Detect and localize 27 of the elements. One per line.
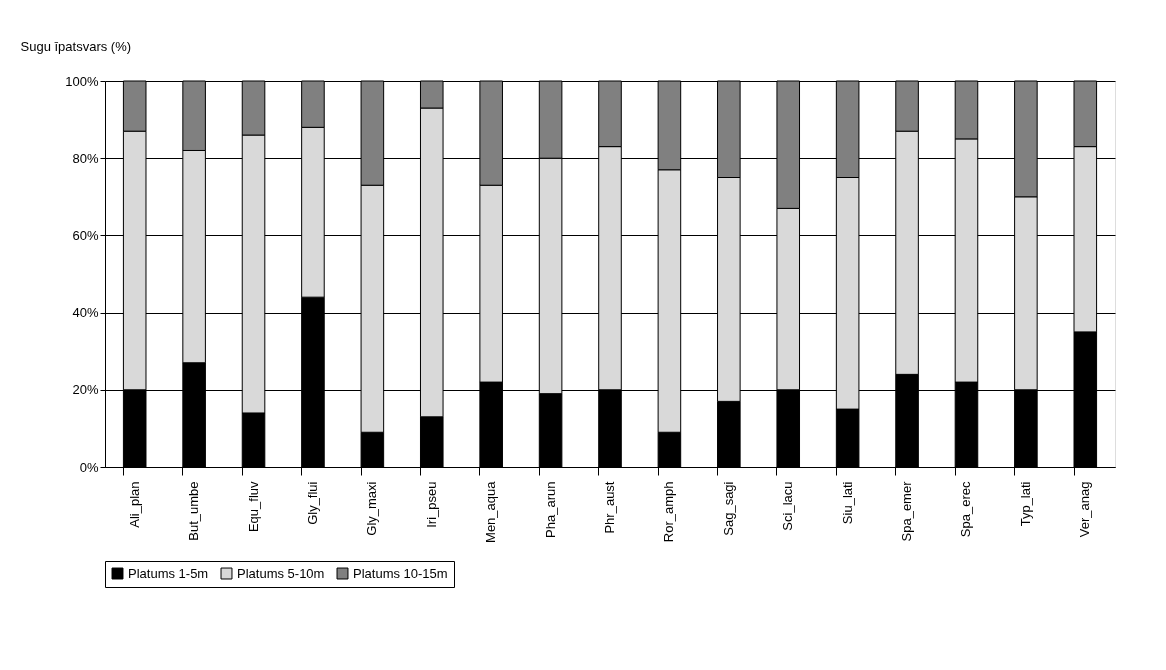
y-tick-label: 60% [72, 227, 99, 243]
y-tick-label: 100% [65, 73, 99, 89]
x-tick-label: Sci_lacu [780, 481, 796, 531]
x-tick-label: Pha_arun [542, 481, 558, 538]
x-tick-label: Siu_lati [839, 481, 855, 525]
y-axis-title: Sugu īpatsvars (%) [20, 38, 132, 54]
y-tick-label: 20% [72, 382, 99, 398]
x-tick-label: Iri_pseu [423, 481, 439, 528]
x-tick-label: Typ_lati [1017, 481, 1033, 527]
y-tick-label: 80% [72, 150, 99, 166]
x-tick-label: Ror_amph [661, 481, 677, 543]
x-tick-label: Phr_aust [602, 481, 617, 534]
y-tick-label: 40% [72, 305, 99, 321]
y-tick-label: 0% [79, 459, 99, 475]
legend-label: Platums 10-15m [353, 565, 448, 581]
x-tick-label: Gly_flui [304, 481, 320, 525]
x-tick-label: Equ_fluv [245, 481, 261, 533]
legend-label: Platums 5-10m [237, 565, 325, 581]
x-tick-label: Gly_maxi [364, 481, 380, 536]
x-tick-label: Ver_anag [1077, 481, 1093, 538]
x-tick-label: Ali_plan [126, 481, 142, 528]
x-tick-label: Spa_erec [958, 481, 974, 538]
legend-label: Platums 1-5m [128, 565, 209, 581]
x-tick-label: But_umbe [186, 481, 202, 541]
x-tick-label: Spa_emer [899, 480, 915, 542]
x-tick-label: Sag_sagi [720, 481, 736, 536]
x-tick-label: Men_aqua [483, 480, 499, 543]
